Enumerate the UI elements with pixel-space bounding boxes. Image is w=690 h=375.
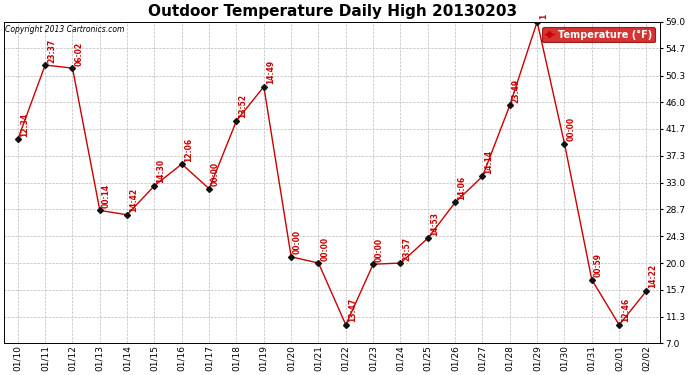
Text: 12:06: 12:06 — [184, 137, 193, 162]
Text: 00:00: 00:00 — [566, 117, 575, 141]
Text: 00:14: 00:14 — [101, 184, 110, 208]
Text: 00:00: 00:00 — [320, 236, 329, 261]
Text: 14:14: 14:14 — [484, 150, 493, 174]
Text: 23:57: 23:57 — [402, 236, 411, 261]
Text: 00:00: 00:00 — [375, 238, 384, 262]
Text: Copyright 2013 Cartronics.com: Copyright 2013 Cartronics.com — [6, 25, 125, 34]
Text: 14:22: 14:22 — [649, 264, 658, 288]
Text: 23:37: 23:37 — [47, 38, 56, 63]
Text: 00:59: 00:59 — [593, 253, 603, 277]
Text: 13:52: 13:52 — [239, 94, 248, 118]
Text: 1: 1 — [539, 14, 548, 19]
Text: 12:34: 12:34 — [20, 112, 29, 137]
Text: 13:47: 13:47 — [348, 298, 357, 322]
Text: 14:49: 14:49 — [266, 60, 275, 84]
Text: 06:02: 06:02 — [75, 42, 83, 66]
Text: 14:06: 14:06 — [457, 176, 466, 200]
Text: 23:49: 23:49 — [512, 79, 521, 103]
Text: 00:00: 00:00 — [211, 162, 220, 186]
Text: 14:42: 14:42 — [129, 188, 138, 212]
Text: 14:30: 14:30 — [157, 159, 166, 183]
Legend: Temperature (°F): Temperature (°F) — [542, 27, 655, 42]
Title: Outdoor Temperature Daily High 20130203: Outdoor Temperature Daily High 20130203 — [148, 4, 517, 19]
Text: 00:00: 00:00 — [293, 230, 302, 254]
Text: 12:46: 12:46 — [621, 298, 630, 322]
Text: 14:53: 14:53 — [430, 212, 439, 236]
